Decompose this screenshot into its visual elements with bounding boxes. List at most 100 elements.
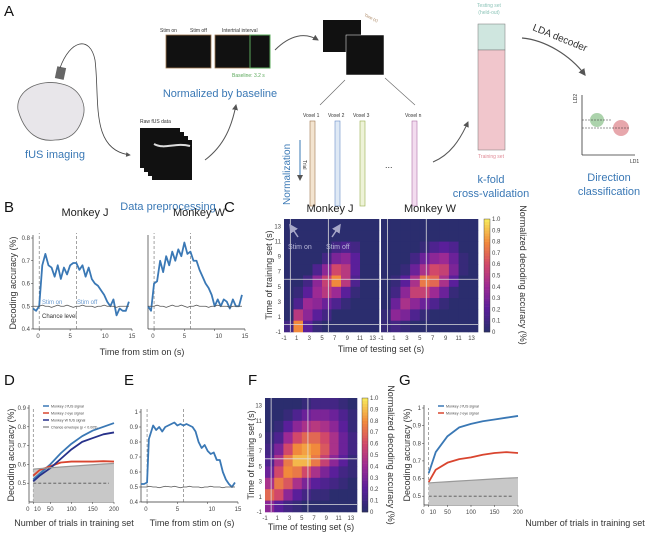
f-colorbar-segment [362, 472, 368, 476]
f-colorbar-segment [362, 435, 368, 439]
f-colorbar-segment [362, 492, 368, 496]
f-heatmap-cell [301, 443, 312, 456]
c-xlabel: Time of testing set (s) [338, 344, 424, 354]
c-w-heatmap-cell [400, 264, 411, 276]
c-w-heatmap-cell [419, 286, 430, 299]
c-w-heatmap-cell [381, 264, 391, 276]
c-j-heatmap-cell [293, 320, 304, 333]
f-colorbar-tick-label: 0.1 [370, 499, 379, 505]
c-j-heatmap-cell [331, 309, 342, 321]
c-w-colorbar-tick-label: 0.4 [492, 285, 501, 291]
f-heatmap-cell [311, 466, 321, 479]
c-w-heatmap-cell [381, 286, 391, 299]
d-y-tick-label: 0.5 [18, 481, 27, 487]
c-w-heatmap-cell [448, 230, 459, 242]
c-w-heatmap-cell [439, 275, 450, 288]
testing-set-block [477, 23, 506, 51]
c-w-colorbar-segment [484, 247, 490, 251]
f-heatmap-cell [320, 409, 330, 422]
f-heatmap-cell [320, 443, 330, 456]
c-j-heatmap-cell [369, 275, 380, 288]
b-title-monkey-j: Monkey J [61, 207, 108, 219]
c-j-heatmap-cell [322, 298, 332, 310]
b-title-monkey-w: Monkey W [173, 207, 226, 219]
voxel-n-label: Voxel n [405, 113, 422, 119]
f-heatmap-cell [320, 455, 330, 467]
f-heatmap-cell [283, 409, 293, 422]
c-w-colorbar-segment [484, 221, 490, 225]
voxel-3-label: Voxel 3 [353, 113, 370, 119]
c-j-heatmap-cell [303, 275, 313, 288]
normalized-by-baseline-label: Normalized by baseline [163, 88, 277, 100]
c-j-x-tick-label: 9 [346, 336, 350, 342]
f-heatmap-cell [301, 432, 312, 444]
f-heatmap-cell [292, 489, 303, 501]
c-w-heatmap-cell [429, 275, 440, 288]
c-w-colorbar-tick-label: 0.2 [492, 307, 501, 313]
stim-on-label: Stim on [160, 28, 177, 34]
f-heatmap-cell [338, 420, 349, 433]
c-w-x-tick-label: 11 [455, 336, 462, 342]
chart-marks: 0 5 10 150.40.50.60.70.80 5 10 15 -1 1 3 5 7 9 11 13-1… [18, 217, 524, 522]
c-j-heatmap-cell [341, 298, 351, 310]
b-j-y-tick-label: 0.5 [22, 304, 31, 310]
c-j-heatmap-cell [303, 252, 313, 265]
f-heatmap-cell [292, 443, 303, 456]
c-j-heatmap-cell [360, 275, 370, 288]
c-w-heatmap-cell [419, 275, 430, 288]
c-w-colorbar-segment [484, 329, 490, 333]
c-w-heatmap-cell [429, 241, 440, 254]
f-heatmap-cell [329, 420, 339, 433]
c-w-colorbar-tick-label: 0.5 [492, 274, 501, 280]
f-colorbar-segment [362, 469, 368, 473]
f-colorbar-segment [362, 412, 368, 416]
c-w-heatmap-cell [448, 286, 459, 299]
f-colorbar-tick-label: 0.8 [370, 419, 379, 425]
c-j-heatmap-cell [341, 275, 351, 288]
f-colorbar-tick-label: 1.0 [370, 396, 379, 402]
c-j-heatmap-cell [312, 264, 323, 276]
arrow-2 [274, 34, 319, 51]
c-w-colorbar-segment [484, 315, 490, 319]
f-colorbar [361, 397, 369, 513]
c-w-colorbar-segment [484, 326, 490, 330]
c-w-heatmap-cell [381, 275, 391, 288]
c-w-heatmap-cell [419, 241, 430, 254]
c-w-heatmap-cell [419, 252, 430, 265]
f-heatmap-cell [301, 489, 312, 501]
c-w-heatmap-cell [410, 298, 421, 310]
d-ylabel: Decoding accuracy (%) [6, 408, 16, 501]
g-x-tick-label: 150 [489, 510, 500, 516]
c-j-heatmap-cell [331, 230, 342, 242]
c-w-colorbar-segment [484, 272, 490, 276]
c-j-heatmap-cell [331, 264, 342, 276]
e-series-line-0 [141, 421, 236, 488]
f-heatmap-cell [292, 409, 303, 422]
c-j-heatmap-cell [331, 320, 342, 333]
g-legend-label: Monkey J fUS signal [446, 405, 479, 409]
c-w-colorbar-segment [484, 289, 490, 293]
c-w-heatmap-cell [458, 252, 469, 265]
c-w-colorbar-segment [484, 219, 490, 223]
c-w-heatmap-cell [468, 230, 479, 242]
c-title-monkey-j: Monkey J [306, 203, 353, 215]
g-y-tick-label: 0.6 [413, 477, 422, 483]
c-j-heatmap-cell [293, 286, 304, 299]
d-legend-label: Chance envelope (p < 0.005) [51, 426, 97, 430]
f-heatmap-cell [320, 477, 330, 490]
d-y-tick-label: 0.8 [18, 425, 27, 431]
f-heatmap-cell [274, 432, 284, 444]
f-colorbar-segment [362, 417, 368, 422]
c-w-colorbar-segment [484, 264, 490, 268]
f-heatmap-cell [283, 398, 293, 410]
c-j-heatmap-cell [360, 320, 370, 333]
g-x-tick-label: 0 [421, 510, 425, 516]
c-w-heatmap-cell [400, 219, 411, 231]
c-w-heatmap-cell [439, 298, 450, 310]
c-w-colorbar-segment [484, 275, 490, 279]
stim-off-label: Stim off [190, 28, 207, 34]
c-w-heatmap-cell [400, 298, 411, 310]
c-w-colorbar-segment [484, 261, 490, 265]
b-chance-level-label: Chance level [42, 314, 77, 320]
